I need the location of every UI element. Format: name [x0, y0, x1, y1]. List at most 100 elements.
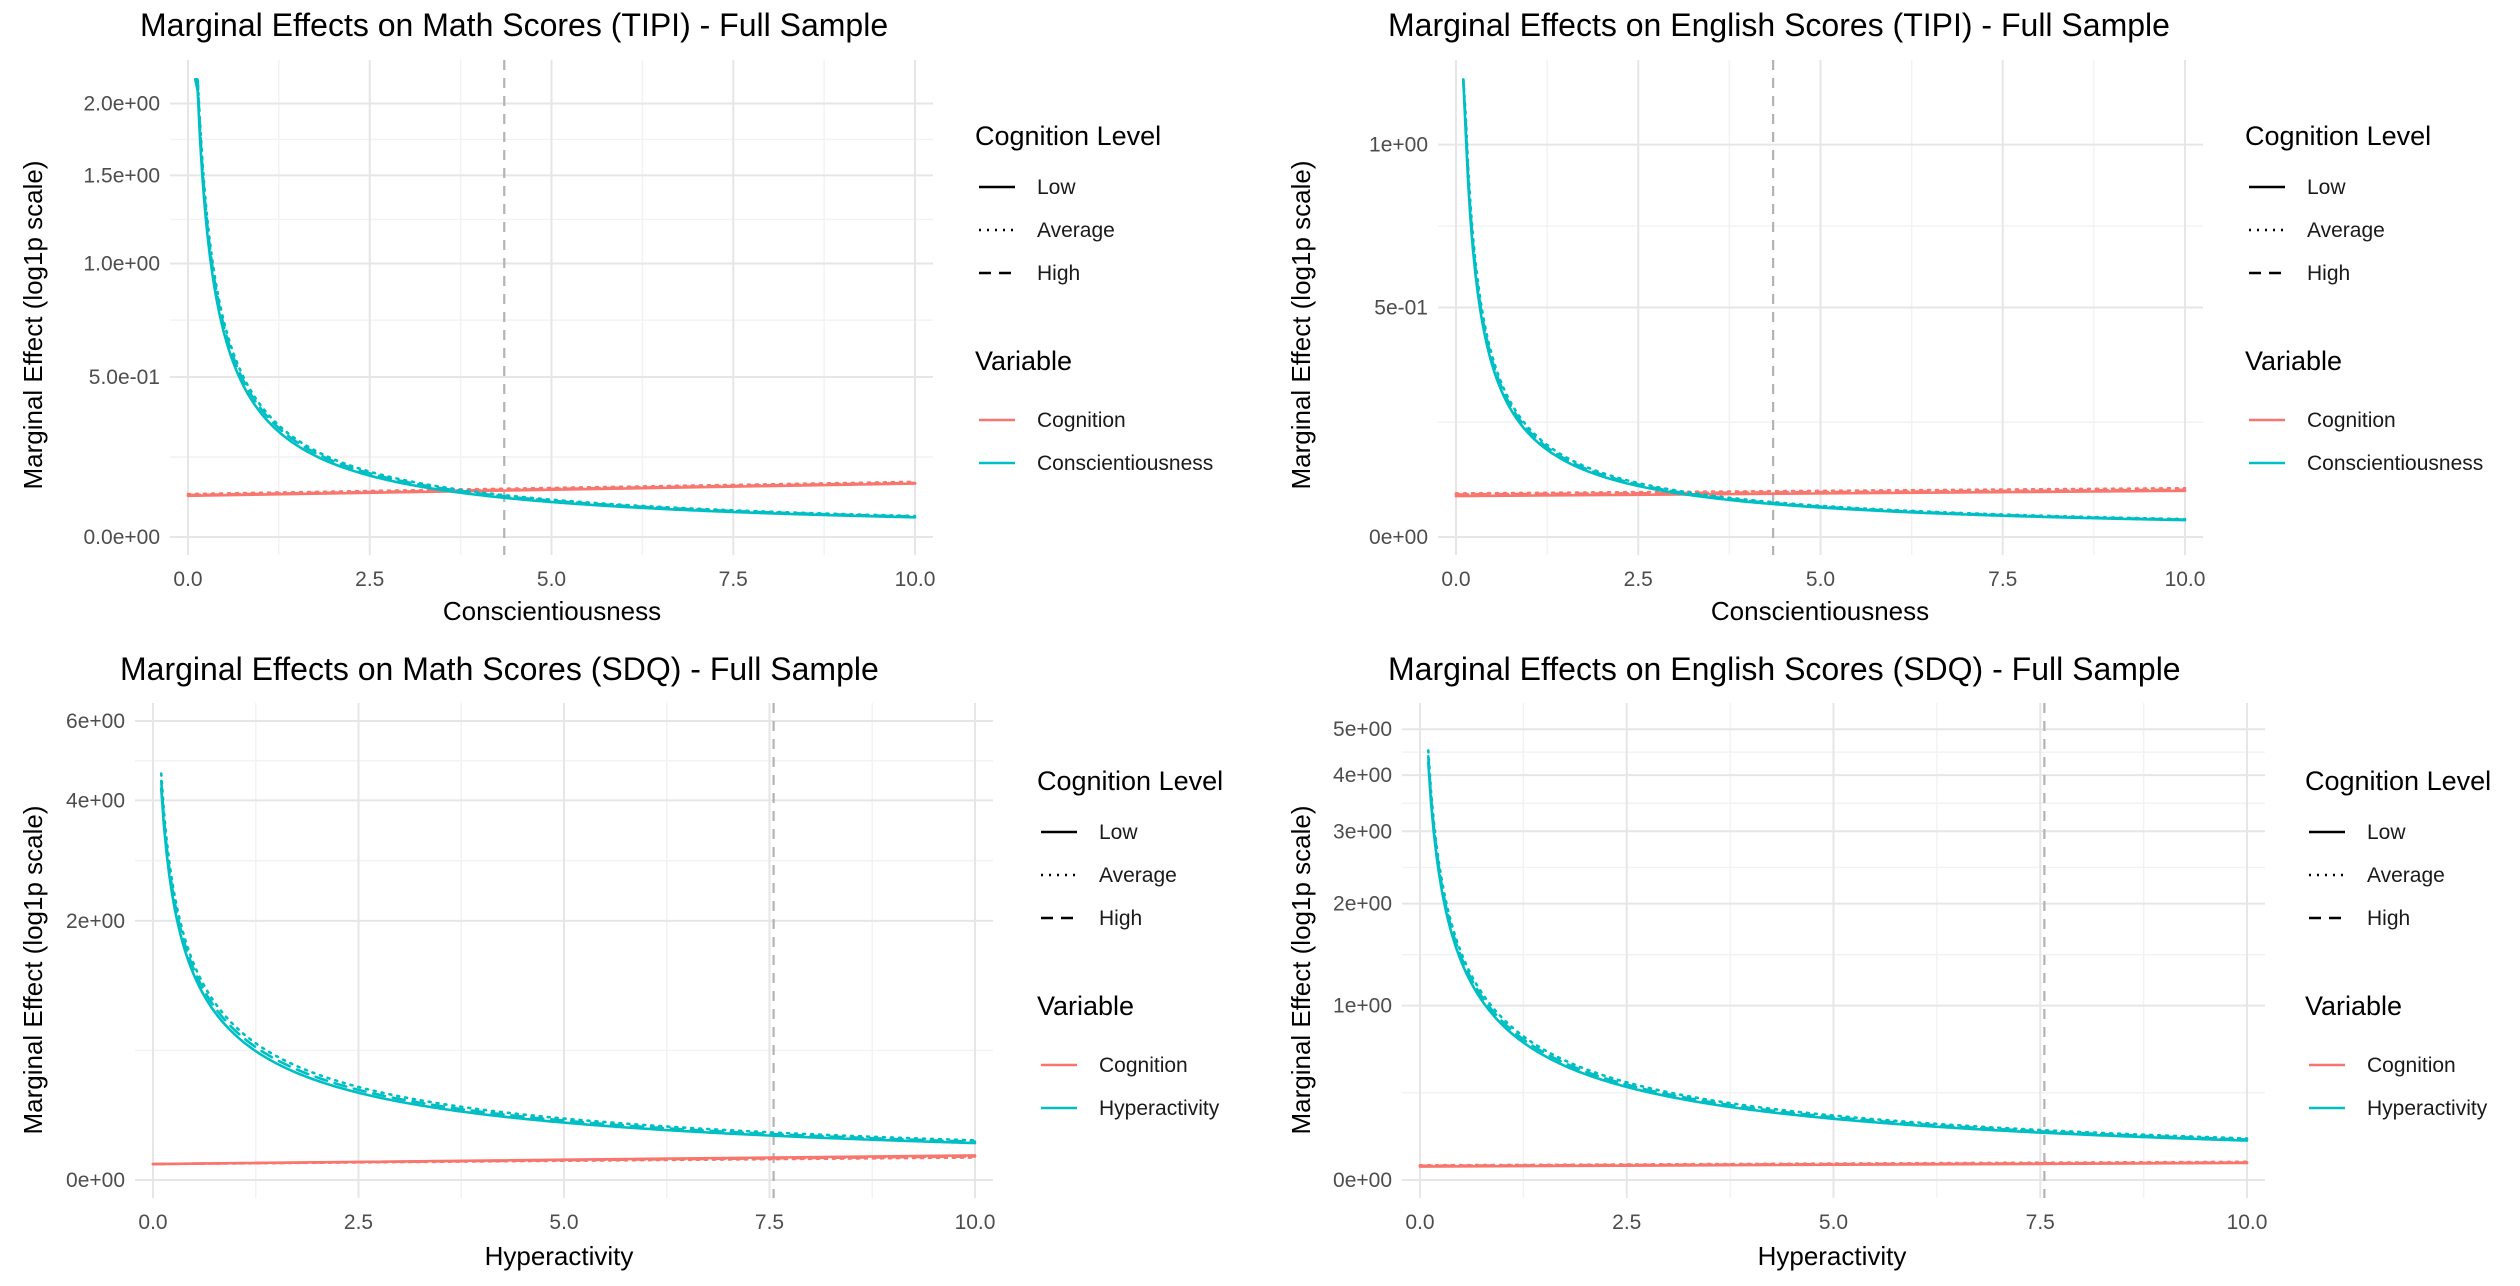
legend-label: Hyperactivity — [2367, 1097, 2488, 1120]
legend-label: Low — [2307, 176, 2346, 199]
legend-label: Average — [1037, 219, 1115, 242]
y-tick-label: 0e+00 — [1333, 1169, 1392, 1192]
chart-panel-1: 0.0 2.5 5.0 7.5 10.0 0.0e+00 5.0e-01 1.0e+00 1.5… — [18, 7, 1213, 626]
y-tick-label: 3e+00 — [1333, 820, 1392, 843]
series-line-main-average — [1426, 749, 2249, 1140]
legend-label: High — [2307, 262, 2350, 285]
series-line-main-average — [193, 78, 917, 518]
x-tick-label: 5.0 — [1806, 568, 1835, 591]
y-tick-label: 2.0e+00 — [84, 92, 161, 115]
legend: Cognition Level Low Average High Variable Cog… — [2245, 121, 2483, 475]
chart-panel-3: 0.0 2.5 5.0 7.5 10.0 0e+00 2e+00 4e+00 6e+00 Marg… — [18, 651, 1223, 1271]
legend-label: Low — [2367, 821, 2406, 844]
x-tick-label: 2.5 — [1612, 1211, 1641, 1234]
series-line-main-average — [1461, 78, 2187, 521]
x-axis-title: Conscientiousness — [443, 596, 661, 626]
series-line-main-high — [193, 78, 917, 518]
chart-title: Marginal Effects on English Scores (TIPI… — [1388, 7, 2170, 43]
x-tick-label: 5.0 — [1819, 1211, 1848, 1234]
x-tick-label: 0.0 — [138, 1211, 167, 1234]
series-line-cognition-high — [1454, 488, 2187, 496]
y-axis-title: Marginal Effect (log1p scale) — [18, 805, 48, 1134]
chart-panel-2: 0.0 2.5 5.0 7.5 10.0 0e+00 5e-01 1e+00 Marginal … — [1286, 7, 2483, 626]
series-line-main-high — [1461, 78, 2187, 521]
series-line-cognition-high — [1418, 1161, 2249, 1168]
x-tick-label: 10.0 — [2227, 1211, 2268, 1234]
y-tick-label: 2e+00 — [66, 910, 125, 933]
series-line-cognition-high — [186, 481, 917, 497]
y-tick-label: 1e+00 — [1333, 995, 1392, 1018]
series-line-main-average — [159, 772, 977, 1142]
x-tick-label: 7.5 — [719, 568, 748, 591]
series-line-main-high — [1426, 755, 2249, 1141]
x-tick-label: 10.0 — [895, 568, 936, 591]
x-tick-label: 5.0 — [537, 568, 566, 591]
x-tick-label: 7.5 — [755, 1211, 784, 1234]
y-axis-title: Marginal Effect (log1p scale) — [1286, 160, 1316, 489]
legend-label: High — [1037, 262, 1080, 285]
y-tick-label: 4e+00 — [66, 789, 125, 812]
legend-title-cognition-level: Cognition Level — [1037, 766, 1223, 796]
x-tick-label: 5.0 — [549, 1211, 578, 1234]
legend-label: Cognition — [2367, 1054, 2456, 1077]
y-axis-title: Marginal Effect (log1p scale) — [18, 160, 48, 489]
legend-title-variable: Variable — [2245, 346, 2342, 376]
x-axis-title: Conscientiousness — [1711, 596, 1929, 626]
x-tick-label: 7.5 — [2026, 1211, 2055, 1234]
legend-label: Average — [2307, 219, 2385, 242]
legend-title-variable: Variable — [1037, 991, 1134, 1021]
legend-label: Average — [1099, 864, 1177, 887]
legend-label: Hyperactivity — [1099, 1097, 1220, 1120]
legend-label: Cognition — [1037, 409, 1126, 432]
y-tick-label: 6e+00 — [66, 710, 125, 733]
chart-panel-4: 0.0 2.5 5.0 7.5 10.0 0e+00 1e+00 2e+00 3e+00 4e+0… — [1286, 651, 2491, 1271]
x-tick-label: 0.0 — [173, 568, 202, 591]
y-tick-label: 0e+00 — [1369, 526, 1428, 549]
x-tick-label: 10.0 — [955, 1211, 996, 1234]
y-tick-label: 2e+00 — [1333, 893, 1392, 916]
legend-title-variable: Variable — [975, 346, 1072, 376]
y-tick-label: 0.0e+00 — [84, 526, 161, 549]
legend-label: Low — [1099, 821, 1138, 844]
series-line-cognition-high — [151, 1155, 977, 1166]
y-tick-label: 4e+00 — [1333, 764, 1392, 787]
legend-title-cognition-level: Cognition Level — [975, 121, 1161, 151]
legend: Cognition Level Low Average High Variable Cog… — [1037, 766, 1223, 1120]
legend-label: Cognition — [2307, 409, 2396, 432]
x-tick-label: 10.0 — [2165, 568, 2206, 591]
series-line-main-low — [159, 787, 977, 1145]
legend-label: Cognition — [1099, 1054, 1188, 1077]
y-tick-label: 0e+00 — [66, 1169, 125, 1192]
y-tick-label: 1.0e+00 — [84, 252, 161, 275]
legend: Cognition Level Low Average High Variable Cog… — [2305, 766, 2491, 1120]
chart-title: Marginal Effects on English Scores (SDQ)… — [1388, 651, 2181, 687]
x-tick-label: 2.5 — [1624, 568, 1653, 591]
y-tick-label: 5.0e-01 — [89, 366, 160, 389]
x-axis-title: Hyperactivity — [485, 1241, 634, 1271]
legend-label: Conscientiousness — [1037, 452, 1213, 475]
x-tick-label: 0.0 — [1405, 1211, 1434, 1234]
legend-label: High — [2367, 907, 2410, 930]
x-tick-label: 2.5 — [344, 1211, 373, 1234]
series-line-main-low — [1426, 761, 2249, 1142]
y-tick-label: 1e+00 — [1369, 134, 1428, 157]
x-tick-label: 2.5 — [355, 568, 384, 591]
series-line-main-low — [193, 78, 917, 519]
legend-label: Conscientiousness — [2307, 452, 2483, 475]
legend-title-cognition-level: Cognition Level — [2305, 766, 2491, 796]
chart-title: Marginal Effects on Math Scores (SDQ) - … — [120, 651, 879, 687]
y-tick-label: 1.5e+00 — [84, 164, 161, 187]
legend-label: High — [1099, 907, 1142, 930]
x-tick-label: 7.5 — [1988, 568, 2017, 591]
x-tick-label: 0.0 — [1441, 568, 1470, 591]
series-line-main-high — [159, 779, 977, 1143]
legend-title-variable: Variable — [2305, 991, 2402, 1021]
x-axis-title: Hyperactivity — [1758, 1241, 1907, 1271]
y-axis-title: Marginal Effect (log1p scale) — [1286, 805, 1316, 1134]
chart-title: Marginal Effects on Math Scores (TIPI) -… — [140, 7, 888, 43]
y-tick-label: 5e-01 — [1374, 297, 1428, 320]
legend-label: Low — [1037, 176, 1076, 199]
legend: Cognition Level Low Average High Variable Cog… — [975, 121, 1213, 475]
legend-title-cognition-level: Cognition Level — [2245, 121, 2431, 151]
